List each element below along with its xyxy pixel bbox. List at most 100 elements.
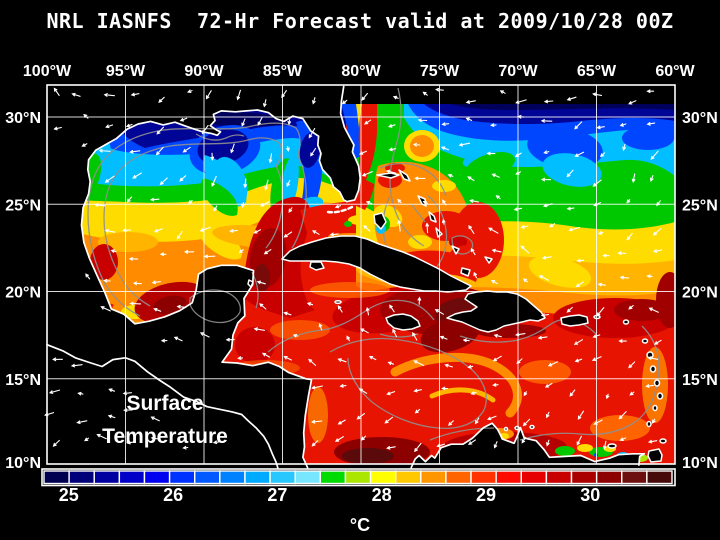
current-arrow — [283, 231, 293, 238]
current-arrow — [490, 123, 497, 127]
colorbar-tick-label: 30 — [580, 485, 600, 505]
island-st-martin — [622, 319, 630, 325]
current-arrow — [44, 412, 55, 417]
island-martinique — [653, 379, 661, 387]
colorbar-segment — [344, 470, 372, 485]
sst-field-ellipse — [299, 132, 321, 168]
current-arrow — [203, 254, 216, 259]
current-arrow — [188, 199, 193, 204]
current-arrow — [238, 249, 244, 254]
current-arrow — [160, 338, 168, 343]
sst-field-path — [450, 104, 675, 110]
current-arrow — [619, 437, 627, 441]
current-arrow — [490, 280, 498, 285]
current-arrow — [470, 247, 476, 256]
current-arrow — [151, 280, 161, 285]
current-arrow — [358, 388, 368, 394]
current-arrow — [334, 436, 344, 442]
current-arrow — [515, 171, 522, 175]
current-arrow — [517, 114, 525, 119]
island-grenada — [646, 420, 652, 428]
current-arrow — [312, 97, 316, 105]
current-arrow — [85, 273, 91, 280]
colorbar-frame — [41, 468, 676, 487]
current-arrow — [646, 274, 653, 279]
lat-tick-label-right: 10°N — [682, 455, 718, 472]
map-title: NRL IASNFS 72-Hr Forecast valid at 2009/… — [46, 9, 674, 33]
current-arrow — [422, 91, 428, 96]
current-arrow — [574, 358, 583, 363]
current-arrow — [652, 249, 663, 253]
current-arrow — [491, 173, 500, 178]
current-arrow — [155, 146, 164, 156]
current-arrow — [538, 275, 549, 281]
current-arrow — [650, 150, 659, 160]
sst-field-path — [341, 104, 361, 160]
current-arrow — [103, 278, 111, 283]
current-arrow — [458, 142, 471, 147]
lon-tick-label: 95°W — [106, 63, 146, 80]
current-arrow — [549, 223, 556, 228]
island-inagua — [460, 267, 471, 277]
current-arrow — [646, 122, 656, 126]
current-arrow — [592, 92, 603, 97]
colorbar-tick-label: 26 — [163, 485, 183, 505]
colorbar-segment — [445, 470, 472, 485]
lat-tick-label-left: 15°N — [5, 372, 41, 389]
current-arrow — [388, 147, 397, 152]
current-arrow — [386, 391, 396, 396]
current-arrow — [311, 385, 324, 390]
current-arrow — [311, 230, 320, 235]
current-arrow — [346, 335, 350, 342]
current-arrow — [434, 309, 444, 315]
current-arrow — [656, 200, 661, 207]
current-arrow — [210, 152, 215, 161]
current-arrow — [110, 249, 117, 253]
current-arrow — [183, 249, 195, 254]
current-arrow — [361, 92, 368, 101]
lat-tick-label-right: 30°N — [682, 110, 718, 127]
current-arrow — [129, 301, 142, 306]
current-arrow — [522, 418, 531, 427]
current-arrow — [486, 151, 496, 156]
current-arrow — [225, 337, 235, 342]
current-arrow — [132, 281, 142, 286]
current-arrow — [575, 281, 584, 288]
current-arrow — [179, 175, 187, 182]
current-arrow — [467, 176, 475, 182]
current-arrow — [631, 173, 636, 184]
current-arrow — [413, 388, 423, 393]
current-arrow — [645, 384, 654, 388]
sst-field-ellipse — [153, 295, 187, 315]
current-arrow — [311, 419, 323, 424]
current-arrow — [156, 126, 165, 135]
current-arrow — [544, 382, 553, 388]
lon-tick-label: 75°W — [420, 63, 460, 80]
current-arrow — [283, 355, 292, 361]
colorbar-segment — [269, 470, 296, 485]
current-arrow — [414, 176, 426, 181]
colorbar-segment — [319, 470, 347, 485]
current-arrow — [94, 203, 106, 207]
island-trinidad — [647, 448, 663, 463]
sst-field-ellipse — [555, 446, 575, 456]
sst-field-path — [390, 353, 522, 418]
colorbar-tick-label: 25 — [59, 485, 79, 505]
current-arrow — [647, 439, 658, 444]
current-arrow — [107, 414, 116, 419]
current-arrow — [256, 280, 266, 285]
current-arrow — [337, 305, 343, 313]
current-arrow — [268, 153, 273, 164]
current-arrow — [360, 435, 367, 441]
colorbar-segment — [244, 470, 271, 485]
current-arrow — [596, 307, 605, 317]
current-arrow — [540, 313, 550, 318]
island-cat — [428, 211, 437, 223]
islands — [247, 169, 667, 463]
current-arrow — [260, 201, 270, 207]
island-andros — [373, 212, 387, 230]
current-arrow — [385, 169, 397, 174]
coastlines — [46, 85, 646, 469]
sst-field-ellipse — [614, 299, 670, 321]
current-arrow — [108, 388, 116, 392]
